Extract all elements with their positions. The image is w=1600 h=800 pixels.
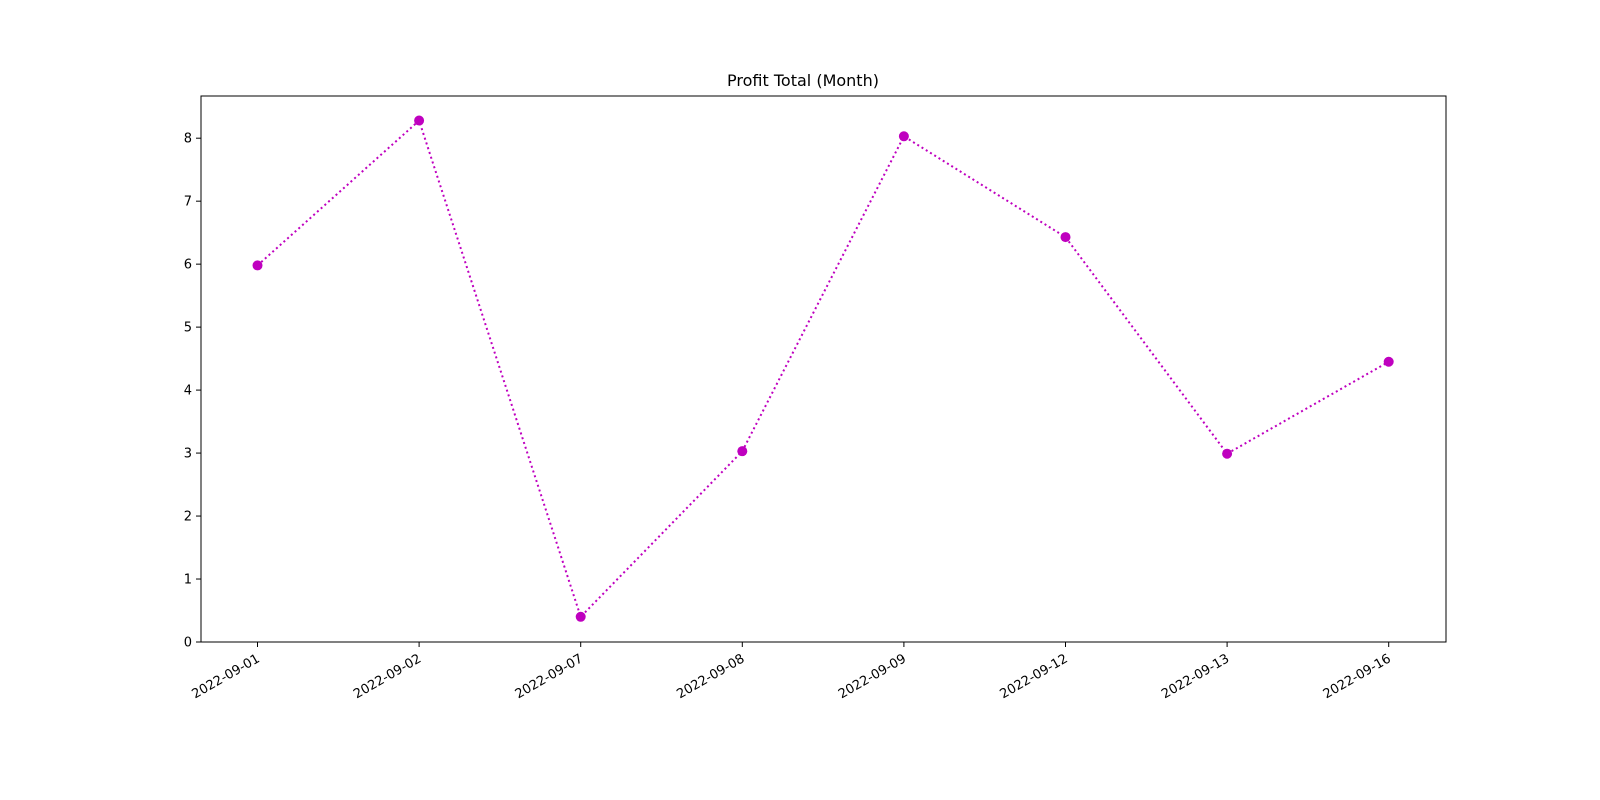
data-point — [252, 260, 263, 271]
x-tick-label: 2022-09-02 — [351, 651, 424, 702]
y-axis: 0 1 2 3 4 5 6 7 8 — [184, 132, 201, 651]
x-tick-label: 2022-09-13 — [1159, 651, 1232, 702]
x-tick-label: 2022-09-07 — [513, 651, 586, 702]
data-point — [414, 115, 425, 126]
series-layer — [252, 115, 1394, 622]
data-point — [1060, 232, 1071, 243]
y-tick-label: 3 — [184, 447, 192, 462]
x-tick-label: 2022-09-12 — [998, 651, 1071, 702]
data-point — [1383, 356, 1394, 367]
x-tick-label: 2022-09-09 — [836, 651, 909, 702]
x-axis: 2022-09-01 2022-09-02 2022-09-07 2022-09-08… — [190, 642, 1394, 702]
series-line — [256, 118, 1390, 619]
data-point — [737, 446, 748, 457]
y-tick-label: 7 — [184, 195, 192, 210]
x-tick-label: 2022-09-08 — [674, 651, 747, 702]
y-tick-label: 4 — [184, 384, 192, 399]
plot-area-frame — [200, 95, 1447, 643]
y-tick-label: 8 — [184, 132, 192, 147]
x-tick-label: 2022-09-16 — [1321, 651, 1394, 702]
x-tick-label: 2022-09-01 — [190, 651, 263, 702]
chart-title: Profit Total (Month) — [727, 71, 879, 90]
y-tick-label: 0 — [184, 636, 192, 651]
data-point — [898, 131, 909, 142]
data-point — [1222, 448, 1233, 459]
y-tick-label: 5 — [184, 321, 192, 336]
data-point — [575, 611, 586, 622]
y-tick-label: 1 — [184, 573, 192, 588]
y-tick-label: 2 — [184, 510, 192, 525]
y-tick-label: 6 — [184, 258, 192, 273]
